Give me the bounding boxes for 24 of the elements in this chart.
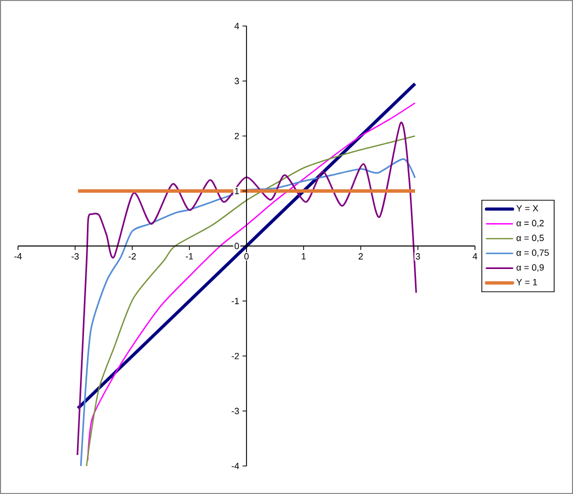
y-tick-label: -4 <box>232 462 240 470</box>
x-tick-label: -2 <box>128 253 136 260</box>
x-tick-label: 3 <box>416 253 420 260</box>
legend-label: α = 0,9 <box>516 264 544 272</box>
legend-label: α = 0,75 <box>516 249 549 257</box>
x-tick-label: 2 <box>358 253 363 260</box>
legend-label: α = 0,5 <box>516 234 544 242</box>
x-tick-label: -4 <box>14 253 22 260</box>
x-tick-label: -1 <box>186 253 193 260</box>
legend-label: Y = X <box>516 205 538 212</box>
y-tick-label: -2 <box>232 352 239 360</box>
legend-label: Y = 1 <box>516 279 538 286</box>
x-tick-label: 0 <box>244 253 249 260</box>
x-tick-label: -3 <box>72 253 79 260</box>
y-tick-label: 3 <box>234 78 239 84</box>
legend-label: α = 0,2 <box>516 220 544 228</box>
y-tick-label: -1 <box>232 298 239 304</box>
y-tick-label: 1 <box>234 188 239 194</box>
y-tick-label: 2 <box>234 132 239 140</box>
y-tick-label: -3 <box>232 408 239 414</box>
x-tick-label: 4 <box>472 253 478 260</box>
x-tick-label: 1 <box>302 253 306 260</box>
y-tick-label: 0 <box>234 242 239 250</box>
y-tick-label: 4 <box>234 22 240 30</box>
